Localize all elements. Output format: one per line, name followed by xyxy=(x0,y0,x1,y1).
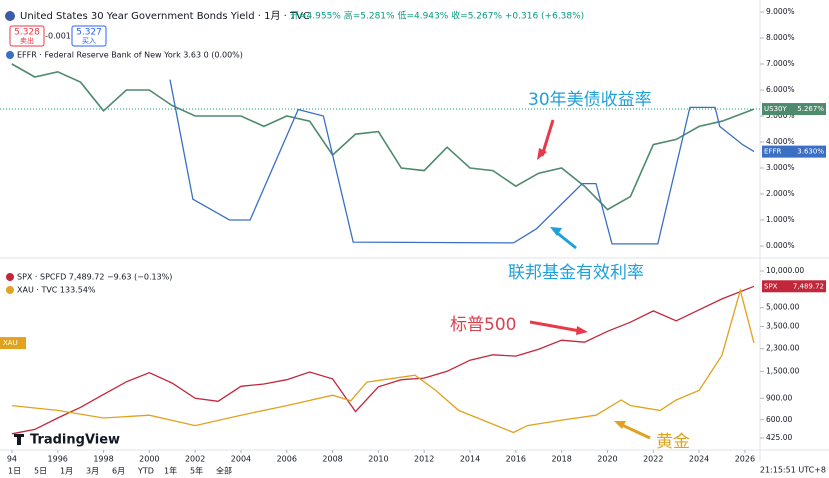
side-tag xyxy=(0,337,26,350)
legend-entry: XAU · TVC 133.54% xyxy=(17,286,96,295)
timeframe-button: 1日 xyxy=(8,467,21,476)
y-tick-label: 0.000% xyxy=(766,241,795,250)
price-tag-name: SPX xyxy=(764,282,778,290)
logo: TradingView xyxy=(30,433,120,448)
y-tick-label: 9.000% xyxy=(766,7,795,16)
y-tick-label: 900.00 xyxy=(766,393,792,402)
timeframe-button: 1月 xyxy=(60,467,73,476)
timeframe-button: YTD xyxy=(137,467,154,476)
x-tick-label: 2012 xyxy=(414,455,434,464)
x-tick-label: 2010 xyxy=(368,455,388,464)
y-tick-label: 2.000% xyxy=(766,189,795,198)
buy-label: 买入 xyxy=(82,37,96,45)
annotation: 30年美债收益率 xyxy=(528,90,652,110)
x-tick-label: 2002 xyxy=(185,455,205,464)
sell-button[interactable] xyxy=(9,25,45,47)
series-line xyxy=(11,287,755,434)
ohlc: 开=4.955% 高=5.281% 低=4.943% 收=5.267% +0.3… xyxy=(290,10,584,22)
x-tick-label: 2008 xyxy=(322,455,342,464)
y-tick-label: 3,500.00 xyxy=(766,322,800,331)
price-tag xyxy=(762,145,826,158)
x-tick-label: 1998 xyxy=(93,455,113,464)
arrow-head xyxy=(576,326,588,335)
x-tick-label: 2026 xyxy=(735,455,755,464)
x-tick-label: 2004 xyxy=(231,455,251,464)
timeframe-button: 5年 xyxy=(190,466,203,476)
y-tick-label: 5,000.00 xyxy=(766,303,800,312)
arrow-effr xyxy=(555,230,577,250)
x-tick-label: 2014 xyxy=(460,455,480,464)
x-tick-label: 1996 xyxy=(48,455,68,464)
timeframe-button: 3月 xyxy=(86,467,99,476)
sell-label: 卖出 xyxy=(20,36,34,45)
y-tick-label: 8.000% xyxy=(766,33,795,42)
y-tick-label: 600.00 xyxy=(766,415,792,424)
timeframe-button: 1年 xyxy=(164,466,177,476)
x-tick-label: 2020 xyxy=(597,455,617,464)
timeframe-button: 6月 xyxy=(112,467,125,476)
timeframe-button: 5日 xyxy=(34,467,47,476)
y-tick-label: 2,300.00 xyxy=(766,344,800,353)
price-tag xyxy=(762,280,826,293)
y-tick-label: 1.000% xyxy=(766,215,795,224)
price-tag xyxy=(762,103,826,116)
legend-icon xyxy=(6,51,14,59)
flag-icon xyxy=(5,11,15,21)
price-tag-value: 3.630% xyxy=(797,148,824,156)
sell-price: 5.328 xyxy=(14,28,40,38)
arrow-head xyxy=(614,421,626,429)
price-tag-name: EFFR xyxy=(764,148,781,156)
x-tick-label: 2022 xyxy=(643,455,663,464)
buy-button[interactable] xyxy=(71,25,107,47)
price-tag-value: 5.267% xyxy=(797,105,824,113)
y-tick-label: 3.000% xyxy=(766,163,795,172)
arrow-us30y xyxy=(540,119,555,157)
x-tick-label: 2024 xyxy=(689,455,709,464)
spread: -0.001 xyxy=(45,32,71,41)
symbol-title: United States 30 Year Government Bonds Y… xyxy=(20,10,310,22)
buy-price: 5.327 xyxy=(76,28,102,38)
series-line xyxy=(11,285,755,435)
y-tick-label: 4.000% xyxy=(766,137,795,146)
legend-entry: SPX · SPCFD 7,489.72 −9.63 (−0.13%) xyxy=(17,273,172,282)
x-tick-label: 2018 xyxy=(551,455,571,464)
series-line xyxy=(11,63,755,211)
clock: 21:15:51 UTC+8 xyxy=(760,466,826,475)
legend-entry: EFFR · Federal Reserve Bank of New York … xyxy=(17,51,243,60)
y-tick-label: 425.00 xyxy=(766,433,792,442)
logo-mark xyxy=(14,434,24,445)
x-tick-label: 2000 xyxy=(139,455,159,464)
arrow-head xyxy=(550,227,562,236)
price-tag-value: 7,489.72 xyxy=(793,282,824,290)
arrow-gold xyxy=(621,423,651,440)
y-tick-label: 5.000% xyxy=(766,111,795,120)
y-tick-label: 1,500.00 xyxy=(766,366,800,375)
x-tick-label: 94 xyxy=(7,455,17,464)
annotation: 联邦基金有效利率 xyxy=(508,263,644,283)
arrow-head xyxy=(537,148,547,160)
annotation: 黄金 xyxy=(656,432,690,452)
timeframe-button: 全部 xyxy=(216,466,232,476)
arrow-spx xyxy=(529,320,581,333)
x-tick-label: 2006 xyxy=(277,455,297,464)
y-tick-label: 7.000% xyxy=(766,59,795,68)
series-line xyxy=(169,79,755,245)
legend-icon xyxy=(6,273,14,281)
side-tag-name: XAU xyxy=(3,339,18,347)
price-tag-name: US30Y xyxy=(764,105,787,113)
x-tick-label: 2016 xyxy=(506,455,526,464)
legend-icon xyxy=(6,286,14,294)
annotation: 标普500 xyxy=(450,315,516,335)
y-tick-label: 10,000.00 xyxy=(766,266,804,275)
y-tick-label: 6.000% xyxy=(766,85,795,94)
